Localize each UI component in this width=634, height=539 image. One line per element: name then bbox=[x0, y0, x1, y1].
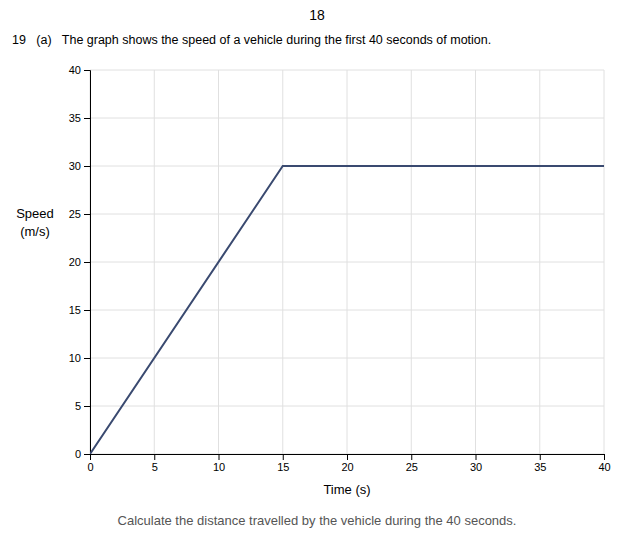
tick-mark bbox=[84, 358, 90, 359]
tick-label: 10 bbox=[69, 352, 81, 364]
tick: 25 bbox=[69, 208, 90, 220]
grid-line bbox=[90, 310, 604, 311]
tick-mark bbox=[84, 70, 90, 71]
tick-mark bbox=[84, 262, 90, 263]
tick: 15 bbox=[277, 454, 289, 473]
x-label: Time (s) bbox=[323, 482, 370, 497]
axis-line bbox=[84, 71, 91, 455]
tick-mark bbox=[84, 310, 90, 311]
tick-mark bbox=[411, 454, 412, 460]
tick-label: 20 bbox=[341, 461, 353, 473]
chart: 18 19 (a) The graph shows the speed of a … bbox=[0, 0, 634, 539]
line bbox=[90, 166, 604, 454]
tick: 15 bbox=[69, 304, 90, 316]
tick-mark bbox=[540, 454, 541, 460]
tick: 10 bbox=[69, 352, 90, 364]
tick-label: 30 bbox=[470, 461, 482, 473]
tick: 25 bbox=[406, 454, 418, 473]
grid-line bbox=[90, 358, 604, 359]
tick-mark bbox=[84, 214, 90, 215]
tick: 0 bbox=[75, 448, 90, 460]
tick-mark bbox=[604, 454, 605, 460]
annotation: Calculate the distance travelled by the … bbox=[118, 513, 517, 528]
grid bbox=[90, 70, 604, 454]
marks bbox=[90, 166, 604, 454]
tick-mark bbox=[84, 166, 90, 167]
x-axis: 0 5 10 15 20 25 30 35 40 bbox=[87, 454, 610, 473]
tick-mark bbox=[84, 454, 90, 455]
tick-label: 35 bbox=[69, 112, 81, 124]
y-label: (m/s) bbox=[20, 224, 50, 239]
tick: 5 bbox=[152, 454, 158, 473]
tick-label: 25 bbox=[406, 461, 418, 473]
tick: 30 bbox=[69, 160, 90, 172]
tick-mark bbox=[283, 454, 284, 460]
tick-label: 0 bbox=[87, 461, 93, 473]
tick: 0 bbox=[87, 454, 93, 473]
grid-line bbox=[90, 214, 604, 215]
axis-line bbox=[91, 455, 605, 461]
plot: 0 5 10 15 20 25 30 35 40 0 5 10 15 20 25 30 35 40 Time (s)… bbox=[16, 64, 610, 497]
tick-mark bbox=[219, 454, 220, 460]
tick-label: 20 bbox=[69, 256, 81, 268]
tick-label: 25 bbox=[69, 208, 81, 220]
tick-mark bbox=[84, 406, 90, 407]
tick-mark bbox=[347, 454, 348, 460]
tick: 30 bbox=[470, 454, 482, 473]
tick-label: 15 bbox=[277, 461, 289, 473]
tick: 10 bbox=[213, 454, 225, 473]
tick-label: 40 bbox=[598, 461, 610, 473]
tick: 35 bbox=[69, 112, 90, 124]
tick-label: 0 bbox=[75, 448, 81, 460]
tick: 20 bbox=[69, 256, 90, 268]
tick: 5 bbox=[75, 400, 90, 412]
title: 18 bbox=[309, 7, 325, 23]
grid-line bbox=[90, 70, 604, 71]
y-label: Speed bbox=[16, 206, 54, 221]
tick: 40 bbox=[69, 64, 90, 76]
tick-label: 5 bbox=[152, 461, 158, 473]
tick: 35 bbox=[534, 454, 546, 473]
tick: 20 bbox=[341, 454, 353, 473]
grid-line bbox=[90, 406, 604, 407]
grid-line bbox=[90, 118, 604, 119]
tick: 40 bbox=[598, 454, 610, 473]
tick-label: 10 bbox=[213, 461, 225, 473]
y-axis: 0 5 10 15 20 25 30 35 40 bbox=[69, 64, 91, 460]
grid-line bbox=[90, 262, 604, 263]
tick-label: 40 bbox=[69, 64, 81, 76]
subtitle: 19 (a) The graph shows the speed of a ve… bbox=[12, 33, 491, 47]
tick-mark bbox=[154, 454, 155, 460]
tick-label: 35 bbox=[534, 461, 546, 473]
tick-label: 30 bbox=[69, 160, 81, 172]
tick-mark bbox=[476, 454, 477, 460]
tick-label: 5 bbox=[75, 400, 81, 412]
tick-label: 15 bbox=[69, 304, 81, 316]
tick-mark bbox=[84, 118, 90, 119]
